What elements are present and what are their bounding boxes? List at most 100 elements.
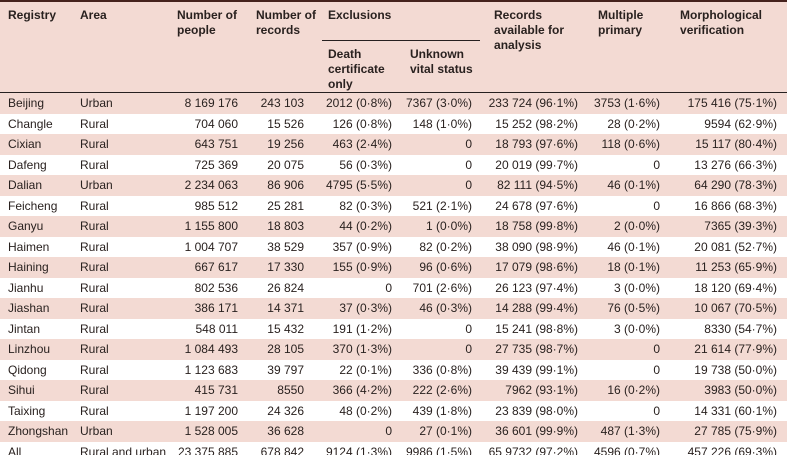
cell-multiple-primary: 3 (0·0%) [614,321,661,336]
cell-number-of-records: 26 824 [267,280,304,295]
header-row-sub: Death certificate only Unknown vital sta… [0,40,787,93]
cell-number-of-records: 18 803 [267,219,304,233]
cell-records-available: 15 252 (98·2%) [495,116,579,131]
cell-area: Rural [80,219,109,233]
table-row: Ganyu Rural 1 155 800 18 803 44 (0·2%) 1 (0·0… [0,216,787,237]
table-row: Beijing Urban 8 169 176 243 103 2012 (0·8%) 7… [0,93,787,114]
cell-death-certificate-only: 155 (0·9%) [332,260,392,274]
cell-records-available: 18 793 (97·6%) [495,137,579,151]
cell-morphological-verification: 457 226 (69·3%) [687,444,778,455]
cell-death-certificate-only: 0 [385,280,392,295]
cell-area: Rural [80,321,109,336]
cell-morphological-verification: 64 290 (78·3%) [694,178,778,192]
cell-registry: Zhongshan [8,424,69,438]
cell-morphological-verification: 21 614 (77·9%) [694,342,778,356]
cell-records-available: 26 123 (97·4%) [495,280,579,295]
cell-morphological-verification: 3983 (50·0%) [704,383,778,397]
cell-unknown-vital-status: 9986 (1·5%) [405,444,473,455]
cell-records-available: 7962 (93·1%) [505,383,579,397]
table-row: Zhongshan Urban 1 528 005 36 628 0 27 (0·1%) 3… [0,421,787,442]
cell-multiple-primary: 46 (0·1%) [607,178,661,192]
cell-number-of-people: 1 123 683 [184,362,238,377]
cell-area: Rural [80,383,109,397]
cell-number-of-people: 704 060 [194,116,238,131]
header-row-main: Registry Area Number of people Number of… [0,2,787,93]
cell-death-certificate-only: 126 (0·8%) [332,116,392,131]
cell-multiple-primary: 0 [653,157,661,172]
cell-number-of-people: 1 197 200 [184,403,238,418]
col-header-area: Area [76,2,172,93]
cell-morphological-verification: 11 253 (65·9%) [695,260,778,274]
cell-area: Urban [80,424,113,438]
table-row: Sihui Rural 415 731 8550 366 (4·2%) 222 (2·6%… [0,380,787,401]
cell-area: Urban [80,178,113,192]
cell-area: Rural [80,198,109,213]
cell-morphological-verification: 175 416 (75·1%) [687,96,778,110]
cell-number-of-people: 548 011 [195,321,239,336]
cell-number-of-people: 985 512 [194,198,238,213]
cell-registry: Taixing [8,403,46,418]
cell-unknown-vital-status: 27 (0·1%) [419,424,473,438]
cell-number-of-records: 24 326 [267,403,304,418]
cell-registry: All [8,444,22,455]
cell-registry: Jiashan [8,301,50,315]
col-header-number-of-people: Number of people [172,2,250,93]
cell-area: Rural [80,157,109,172]
cell-multiple-primary: 3753 (1·6%) [593,96,661,110]
cell-death-certificate-only: 366 (4·2%) [332,383,392,397]
cell-number-of-people: 1 528 005 [184,424,238,438]
cell-multiple-primary: 28 (0·2%) [607,116,661,131]
cell-death-certificate-only: 44 (0·2%) [339,219,392,233]
cell-records-available: 24 678 (97·6%) [495,198,579,213]
cell-multiple-primary: 2 (0·0%) [614,219,661,233]
cell-unknown-vital-status: 222 (2·6%) [412,383,473,397]
cell-death-certificate-only: 2012 (0·8%) [325,96,392,110]
cell-area: Rural [80,342,109,356]
cell-records-available: 17 079 (98·6%) [495,260,579,274]
col-header-multiple-primary: Multiple primary [588,2,669,93]
cell-multiple-primary: 46 (0·1%) [607,239,661,254]
cell-morphological-verification: 7365 (39·3%) [704,219,778,233]
cell-multiple-primary: 0 [653,198,661,213]
table-row: Haimen Rural 1 004 707 38 529 357 (0·9%) 82 (… [0,236,787,257]
cell-unknown-vital-status: 96 (0·6%) [419,260,473,274]
col-header-exclusions: Exclusions [322,2,481,41]
cell-unknown-vital-status: 701 (2·6%) [412,280,473,295]
cell-number-of-people: 1 004 707 [184,239,238,254]
cell-death-certificate-only: 0 [385,424,392,438]
cell-area: Urban [80,96,113,110]
cell-records-available: 15 241 (98·8%) [495,321,579,336]
cell-number-of-people: 415 731 [194,383,238,397]
cell-multiple-primary: 4596 (0·7%) [593,444,661,455]
cell-number-of-people: 802 536 [194,280,238,295]
cell-unknown-vital-status: 0 [465,342,473,356]
cell-unknown-vital-status: 0 [465,321,473,336]
table-row: Dafeng Rural 725 369 20 075 56 (0·3%) 0 20 019… [0,154,787,175]
cell-number-of-records: 15 432 [267,321,304,336]
cell-death-certificate-only: 48 (0·2%) [339,403,392,418]
cell-number-of-records: 243 103 [260,96,304,110]
cell-morphological-verification: 14 331 (60·1%) [694,403,778,418]
cell-registry: Haimen [8,239,50,254]
cell-registry: Dafeng [8,157,47,172]
cell-registry: Changle [8,116,53,131]
col-header-records-available: Records available for analysis [480,2,589,93]
cell-unknown-vital-status: 0 [465,137,473,151]
cell-registry: Haining [8,260,49,274]
cell-unknown-vital-status: 148 (1·0%) [412,116,473,131]
cell-records-available: 82 111 (94·5%) [497,178,579,192]
cell-multiple-primary: 487 (1·3%) [600,424,661,438]
cell-morphological-verification: 9594 (62·9%) [704,116,778,131]
cell-number-of-records: 36 628 [267,424,304,438]
cell-number-of-people: 2 234 063 [184,178,238,192]
table-row: Qidong Rural 1 123 683 39 797 22 (0·1%) 336 (… [0,359,787,380]
table-row: Cixian Rural 643 751 19 256 463 (2·4%) 0 18 79… [0,134,787,155]
cell-death-certificate-only: 463 (2·4%) [332,137,392,151]
table-row: Taixing Rural 1 197 200 24 326 48 (0·2%) 439 … [0,400,787,421]
table-row: Feicheng Rural 985 512 25 281 82 (0·3%) 521 (… [0,195,787,216]
cell-registry: Jianhu [8,280,44,295]
cell-area: Rural [80,239,109,254]
col-header-death-certificate-only: Death certificate only [322,40,404,93]
cell-death-certificate-only: 191 (1·2%) [332,321,392,336]
